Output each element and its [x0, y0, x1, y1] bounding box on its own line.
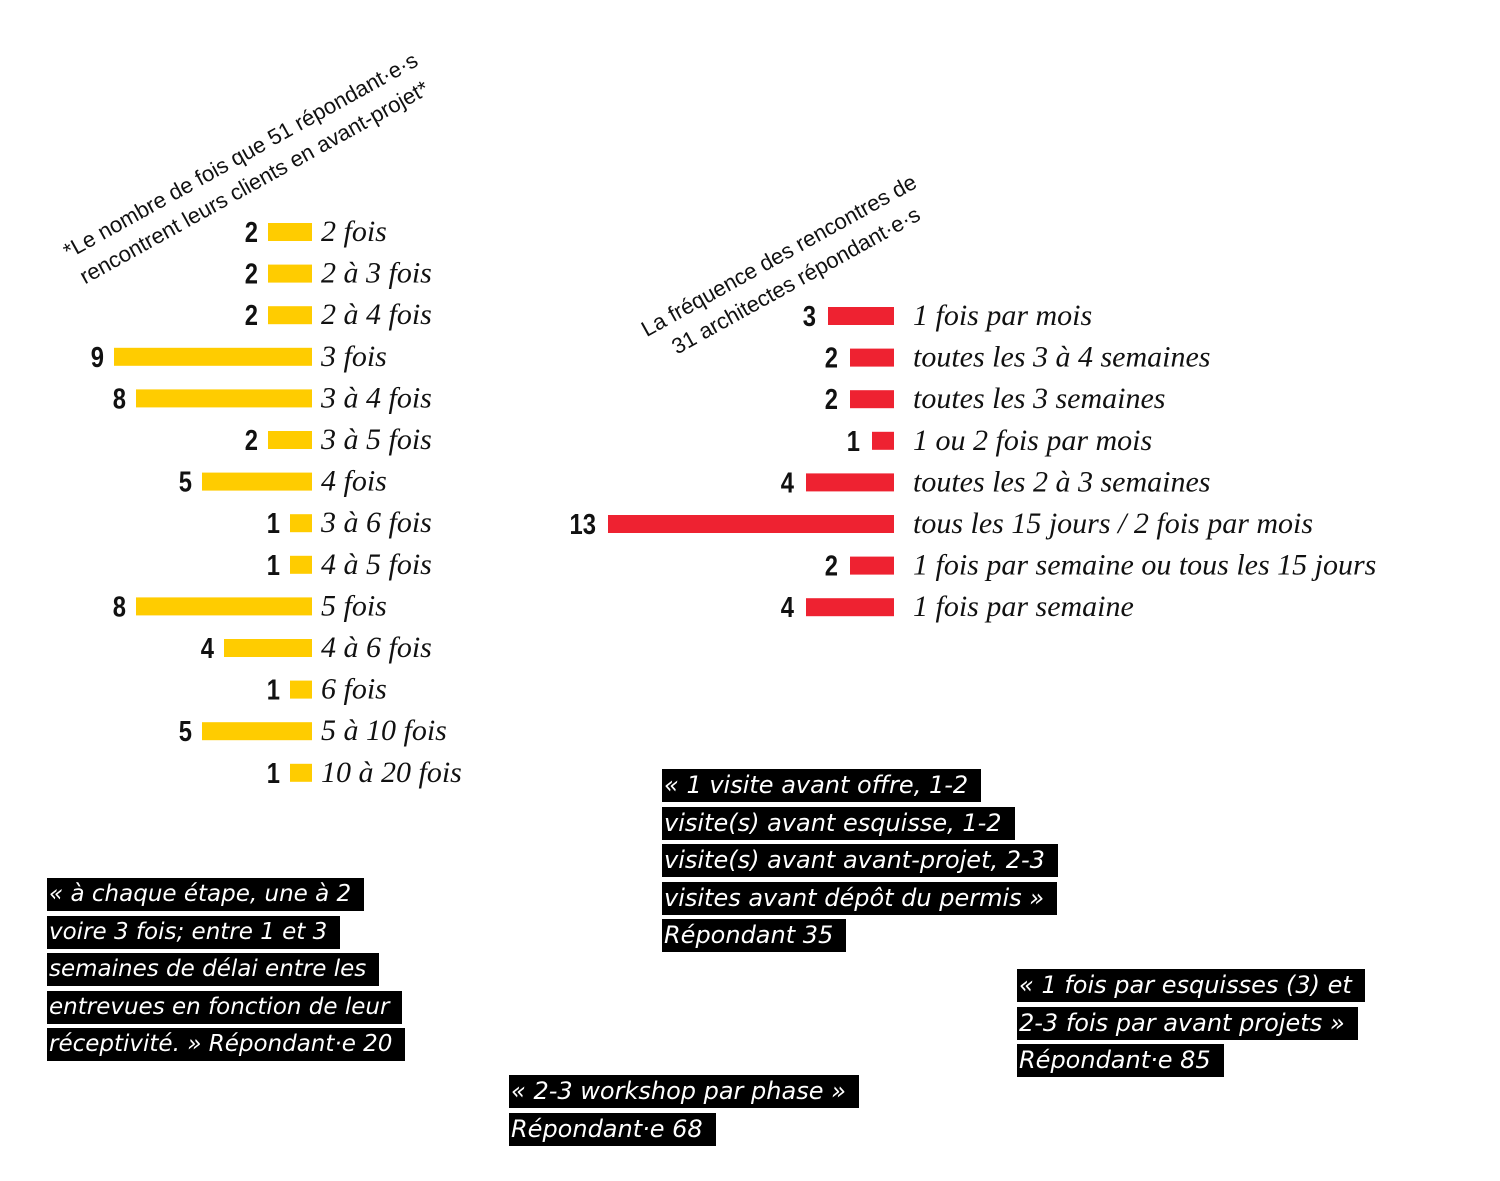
category-label: 3 à 6 fois — [320, 506, 432, 539]
quote-line: 2-3 fois par avant projets » — [1017, 1006, 1358, 1040]
quote-line: Répondant·e 68 — [509, 1112, 716, 1146]
quote-line: semaines de délai entre les — [47, 953, 380, 986]
category-label: 4 à 5 fois — [321, 548, 432, 581]
bar — [828, 307, 894, 325]
quote-line: voire 3 fois; entre 1 et 3 — [47, 915, 341, 949]
quote-respondent-68: « 2-3 workshop par phase » Répondant·e 6… — [509, 1075, 859, 1150]
bar-value-label: 4 — [781, 466, 794, 499]
category-label: toutes les 3 à 4 semaines — [913, 341, 1210, 374]
category-label: 3 à 4 fois — [320, 381, 432, 414]
bar-value-label: 4 — [201, 632, 214, 665]
bar — [290, 763, 312, 782]
category-label: 1 ou 2 fois par mois — [913, 424, 1152, 457]
bar-value-label: 13 — [570, 508, 596, 541]
bar-value-label: 2 — [825, 383, 838, 416]
bar — [850, 390, 894, 409]
bar — [290, 514, 312, 533]
bar-value-label: 1 — [267, 673, 280, 706]
bar — [806, 598, 894, 617]
bar — [268, 223, 312, 241]
bar — [202, 722, 312, 741]
bar — [608, 515, 894, 533]
category-label: 4 fois — [321, 465, 387, 498]
quote-line: Répondant 35 — [662, 919, 847, 952]
bar — [290, 680, 312, 699]
bar-value-label: 2 — [245, 424, 258, 457]
category-label: toutes les 3 semaines — [913, 382, 1165, 415]
bar-value-label: 1 — [267, 549, 280, 582]
bar-value-label: 3 — [803, 300, 816, 333]
bar-value-label: 5 — [179, 715, 192, 748]
bar-value-label: 8 — [113, 590, 126, 623]
bar-chart-2: 3 1 fois par mois 2 toutes les 3 à 4 semain… — [570, 299, 1377, 624]
bar — [136, 389, 312, 408]
bar — [268, 264, 312, 283]
bar — [806, 473, 894, 492]
bar-value-label: 1 — [847, 425, 860, 458]
category-label: 3 à 5 fois — [320, 423, 432, 456]
bar-value-label: 2 — [825, 549, 838, 582]
bar-value-label: 2 — [245, 216, 258, 249]
category-label: 5 fois — [321, 589, 387, 622]
bar-value-label: 1 — [267, 507, 280, 540]
bar — [114, 347, 312, 366]
quote-line: visite(s) avant avant-projet, 2-3 — [662, 844, 1058, 877]
quote-respondent-20: « à chaque étape, une à 2 voire 3 fois; … — [47, 878, 406, 1066]
category-label: 6 fois — [321, 673, 387, 706]
bar — [268, 431, 312, 449]
bar-value-label: 9 — [91, 341, 104, 374]
category-label: 2 à 4 fois — [321, 298, 432, 331]
bar-value-label: 8 — [113, 382, 126, 415]
bar-value-label: 2 — [825, 341, 838, 374]
quote-respondent-35: « 1 visite avant offre, 1-2 visite(s) av… — [662, 769, 1058, 957]
bar — [850, 556, 894, 575]
bar — [872, 431, 894, 450]
quote-line: Répondant·e 85 — [1017, 1044, 1224, 1077]
bar-value-label: 1 — [267, 757, 280, 790]
category-label: 1 fois par semaine ou tous les 15 jours — [913, 549, 1376, 582]
bar — [850, 348, 894, 367]
category-label: 2 fois — [321, 215, 387, 248]
quote-line: réceptivité. » Répondant·e 20 — [47, 1028, 406, 1061]
category-label: 5 à 10 fois — [321, 714, 447, 747]
bar — [202, 472, 312, 491]
bar-value-label: 4 — [781, 591, 794, 624]
bar — [290, 555, 312, 574]
bar-chart-1: 2 2 fois 2 2 à 3 fois 2 2 à 4 fois 9 3 fois 8 3 à… — [91, 215, 462, 789]
bar — [268, 306, 312, 325]
quote-line: « 2-3 workshop par phase » — [509, 1075, 859, 1108]
quote-respondent-85: « 1 fois par esquisses (3) et 2-3 fois p… — [1017, 969, 1365, 1082]
category-label: 1 fois par mois — [913, 299, 1092, 332]
category-label: 2 à 3 fois — [321, 257, 432, 290]
category-label: 10 à 20 fois — [321, 756, 462, 789]
category-label: 1 fois par semaine — [913, 590, 1134, 623]
quote-line: « à chaque étape, une à 2 — [47, 878, 365, 911]
category-label: 3 fois — [320, 340, 387, 373]
bar-value-label: 5 — [179, 465, 192, 498]
bar — [224, 639, 312, 657]
bar-value-label: 2 — [245, 299, 258, 332]
category-label: toutes les 2 à 3 semaines — [913, 465, 1210, 498]
quote-line: entrevues en fonction de leur — [47, 990, 403, 1024]
bar — [136, 597, 312, 616]
category-label: tous les 15 jours / 2 fois par mois — [913, 507, 1313, 540]
quote-line: « 1 fois par esquisses (3) et — [1017, 969, 1365, 1002]
bar-value-label: 2 — [245, 257, 258, 290]
quote-line: « 1 visite avant offre, 1-2 — [662, 769, 982, 802]
quote-line: visites avant dépôt du permis » — [662, 881, 1058, 915]
category-label: 4 à 6 fois — [321, 631, 432, 664]
quote-line: visite(s) avant esquisse, 1-2 — [662, 806, 1015, 840]
